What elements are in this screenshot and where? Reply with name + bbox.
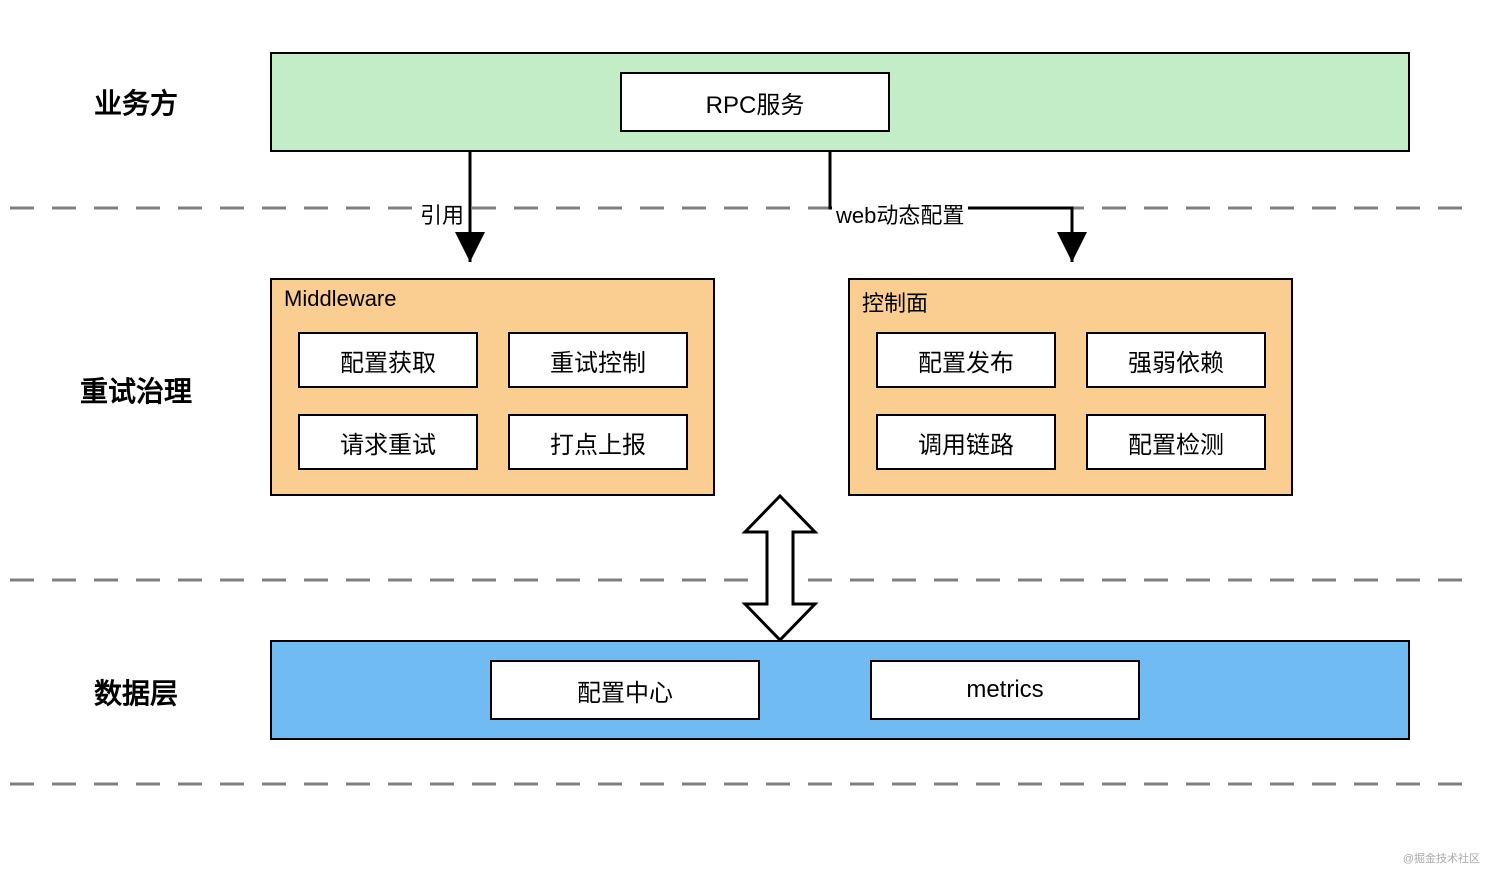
architecture-diagram: 业务方 RPC服务 重试治理 Middleware 配置获取重试控制请求重试打点… <box>0 0 1488 872</box>
control-item: 配置检测 <box>1086 414 1266 470</box>
edge-label: 引用 <box>416 198 468 230</box>
middleware-item: 配置获取 <box>298 332 478 388</box>
data-item: metrics <box>870 660 1140 720</box>
middleware-item: 请求重试 <box>298 414 478 470</box>
control-item: 调用链路 <box>876 414 1056 470</box>
middleware-item: 重试控制 <box>508 332 688 388</box>
control-item: 配置发布 <box>876 332 1056 388</box>
edge-label: web动态配置 <box>832 198 968 230</box>
business-item: RPC服务 <box>620 72 890 132</box>
watermark: @掘金技术社区 <box>1403 850 1480 866</box>
double-arrow-icon <box>745 496 815 640</box>
data-item: 配置中心 <box>490 660 760 720</box>
control-title: 控制面 <box>862 286 928 318</box>
layer-label-retry: 重试治理 <box>80 370 192 410</box>
layer-label-business: 业务方 <box>94 82 178 122</box>
data-container <box>270 640 1410 740</box>
control-item: 强弱依赖 <box>1086 332 1266 388</box>
layer-label-data: 数据层 <box>94 672 178 712</box>
middleware-title: Middleware <box>284 286 397 312</box>
middleware-item: 打点上报 <box>508 414 688 470</box>
